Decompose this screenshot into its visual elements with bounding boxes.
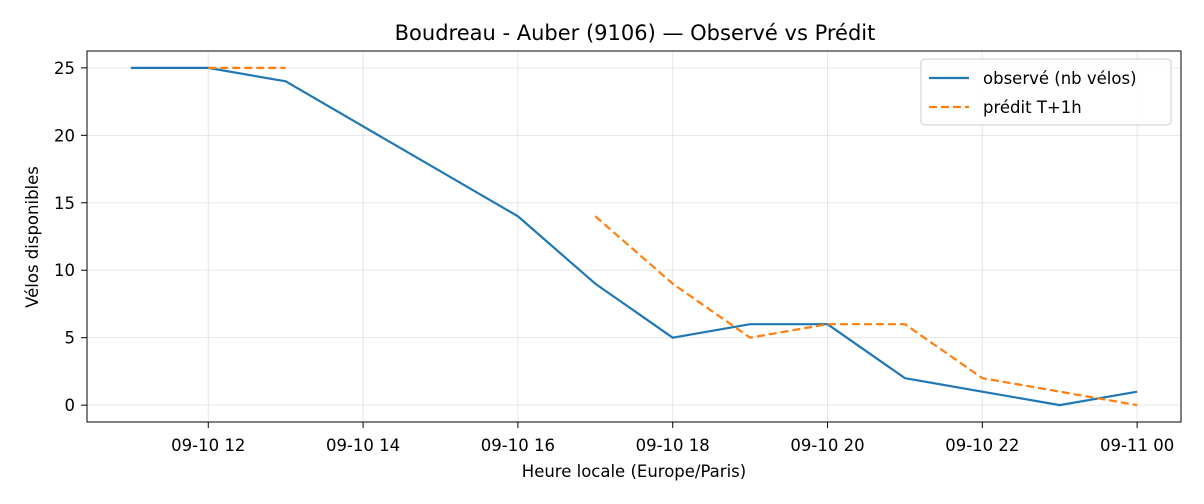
- y-tick-label: 25: [54, 59, 75, 78]
- x-tick-label: 09-10 18: [636, 436, 710, 455]
- legend-label-observed: observé (nb vélos): [983, 69, 1137, 88]
- legend: observé (nb vélos) prédit T+1h: [920, 58, 1172, 126]
- x-tick-label: 09-10 20: [790, 436, 864, 455]
- y-tick-label: 5: [65, 329, 76, 348]
- x-axis-label: Heure locale (Europe/Paris): [522, 462, 746, 481]
- y-axis: 0 5 10 15 20 25: [54, 59, 87, 415]
- y-tick-label: 10: [54, 261, 75, 280]
- chart-title: Boudreau - Auber (9106) — Observé vs Pré…: [395, 21, 876, 45]
- y-tick-label: 20: [54, 126, 75, 145]
- series-line-observed: [130, 66, 1138, 407]
- plot-frame: [86, 50, 1182, 423]
- y-tick-label: 15: [54, 194, 75, 213]
- x-tick-label: 09-10 16: [481, 436, 555, 455]
- series-group: [130, 66, 1138, 407]
- x-axis: 09-10 12 09-10 14 09-10 16 09-10 18 09-10 20…: [171, 422, 1174, 455]
- y-tick-label: 0: [65, 396, 76, 415]
- y-axis-label: Vélos disponibles: [23, 166, 42, 308]
- x-tick-label: 09-11 00: [1100, 436, 1174, 455]
- x-tick-label: 09-10 22: [945, 436, 1019, 455]
- legend-label-predicted: prédit T+1h: [983, 98, 1082, 117]
- x-tick-label: 09-10 12: [171, 436, 245, 455]
- legend-box: [920, 58, 1172, 126]
- x-tick-label: 09-10 14: [326, 436, 400, 455]
- series-line-predicted: [594, 215, 1138, 407]
